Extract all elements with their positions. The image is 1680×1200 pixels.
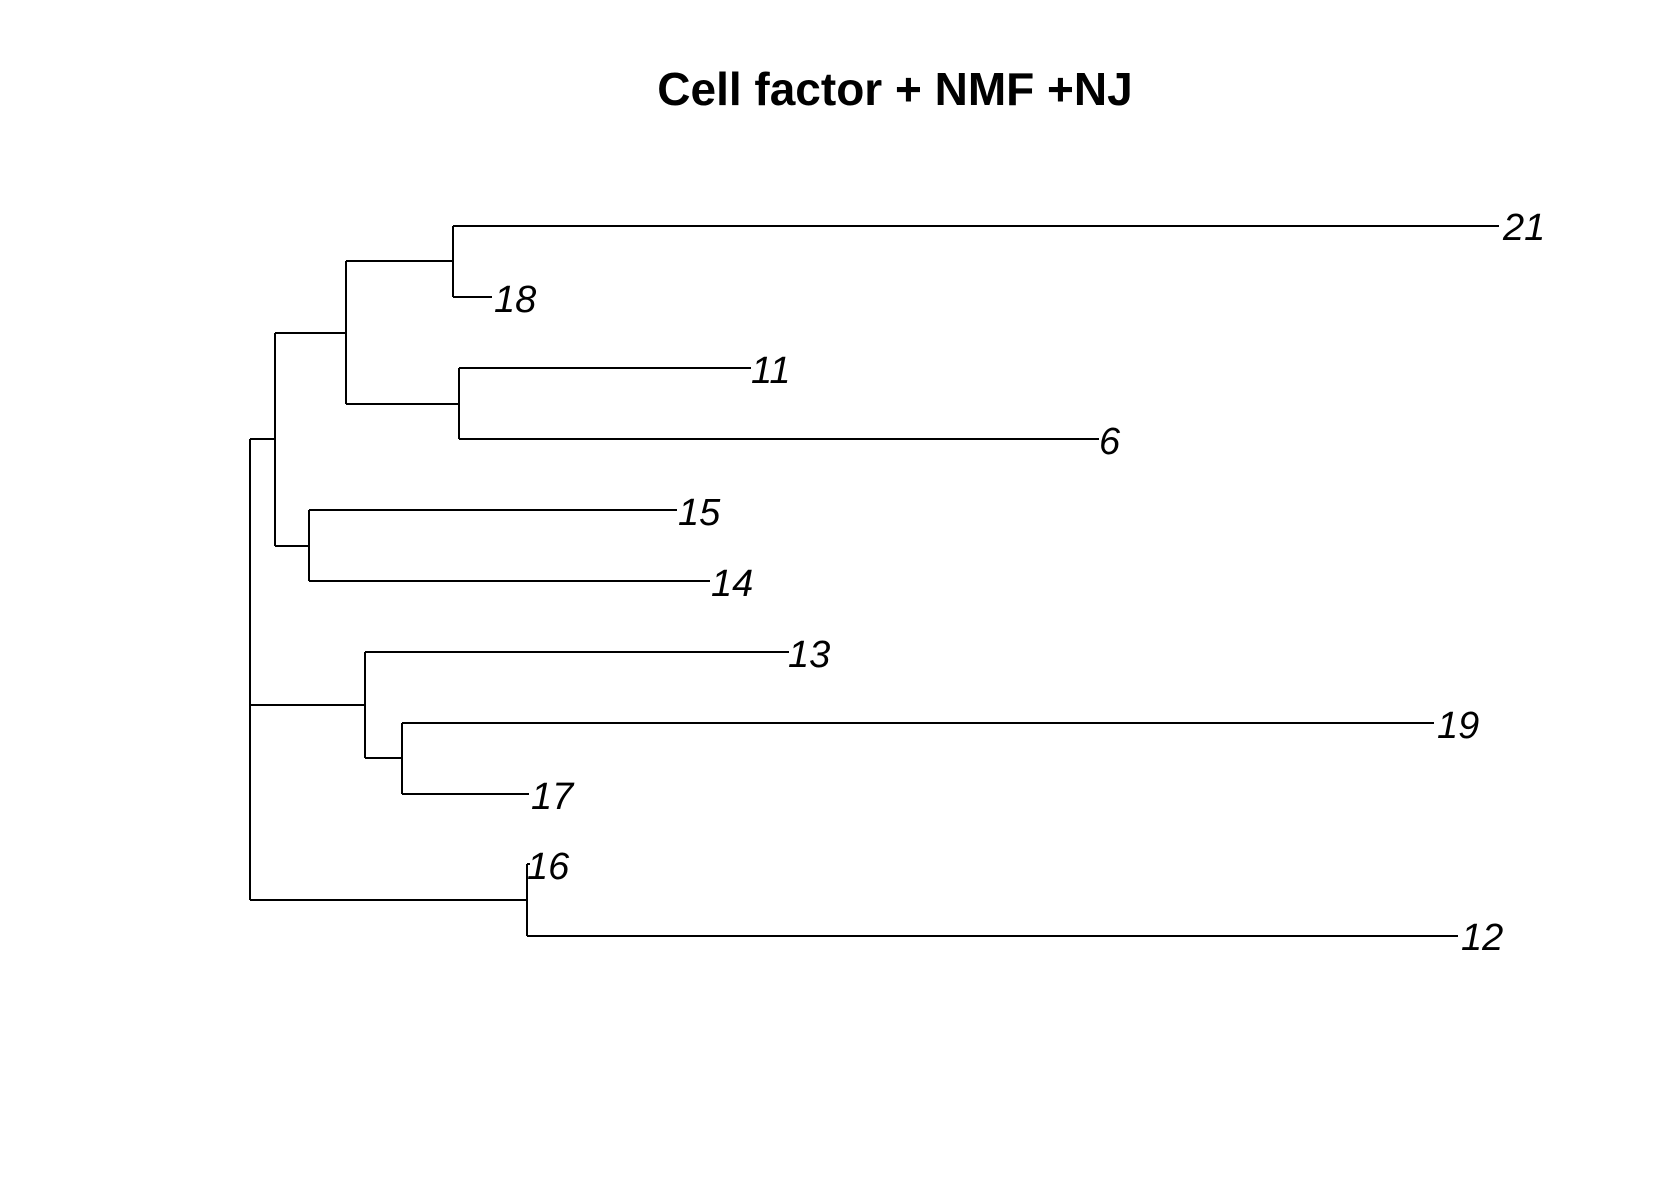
tip-label-6: 6	[1099, 421, 1121, 463]
tip-label-18: 18	[494, 279, 536, 321]
tip-label-13: 13	[788, 634, 830, 676]
tip-label-14: 14	[711, 563, 753, 605]
tip-labels: 21 18 11 6 15 14 13 19 17 16 12	[494, 207, 1545, 959]
tip-label-12: 12	[1461, 917, 1503, 959]
tip-label-11: 11	[751, 350, 790, 392]
figure-title: Cell factor + NMF +NJ	[657, 63, 1133, 115]
tip-label-19: 19	[1437, 705, 1479, 747]
tip-label-16: 16	[527, 846, 570, 888]
tip-label-17: 17	[531, 776, 575, 818]
tip-label-21: 21	[1502, 207, 1545, 249]
tip-label-15: 15	[678, 492, 721, 534]
tree-branches	[249, 225, 1499, 937]
